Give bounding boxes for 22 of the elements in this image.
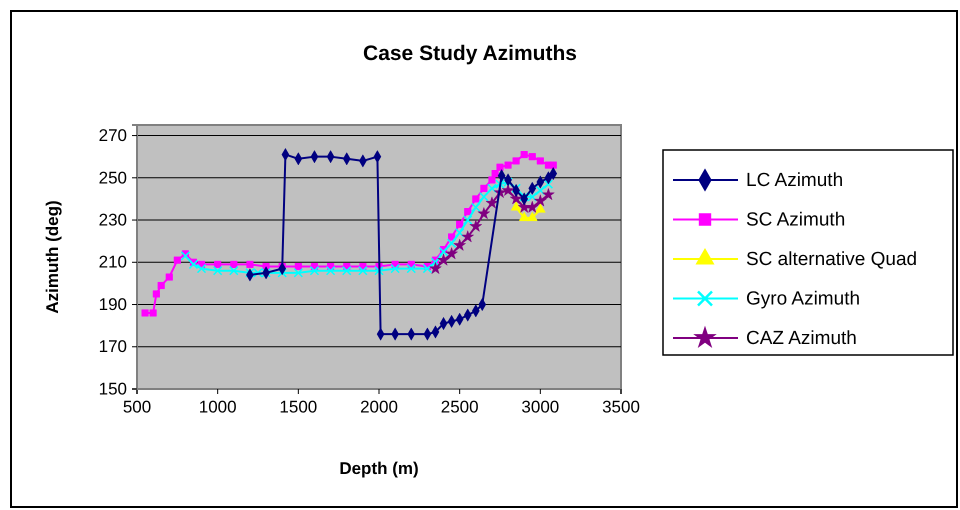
y-axis-title: Azimuth (deg) [43,200,62,314]
x-tick-label: 1500 [279,397,318,416]
y-tick-label: 250 [98,168,127,188]
y-tick-label: 270 [98,126,127,145]
x-tick-label: 3000 [521,397,560,416]
chart-title: Case Study Azimuths [363,42,577,65]
legend-label: SC Azimuth [746,210,846,230]
y-tick-label: 150 [98,379,127,398]
y-tick-label: 210 [98,252,127,272]
y-tick-label: 230 [98,210,127,230]
legend-label: SC alternative Quad [746,249,918,270]
legend-label: LC Azimuth [746,170,844,191]
x-tick-label: 3500 [602,397,640,416]
y-tick-label: 170 [98,337,127,356]
x-tick-label: 1000 [198,397,237,416]
legend-label: CAZ Azimuth [746,328,857,349]
x-tick-label: 2500 [440,397,479,416]
y-tick-label: 190 [98,294,127,314]
x-tick-label: 500 [122,397,152,416]
x-tick-label: 2000 [360,397,398,416]
x-axis-title: Depth (m) [339,459,419,478]
legend-label: Gyro Azimuth [746,288,860,310]
